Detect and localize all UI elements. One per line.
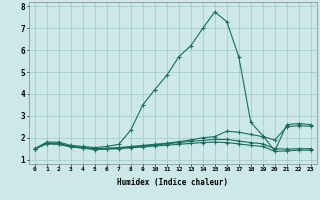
X-axis label: Humidex (Indice chaleur): Humidex (Indice chaleur) — [117, 178, 228, 187]
